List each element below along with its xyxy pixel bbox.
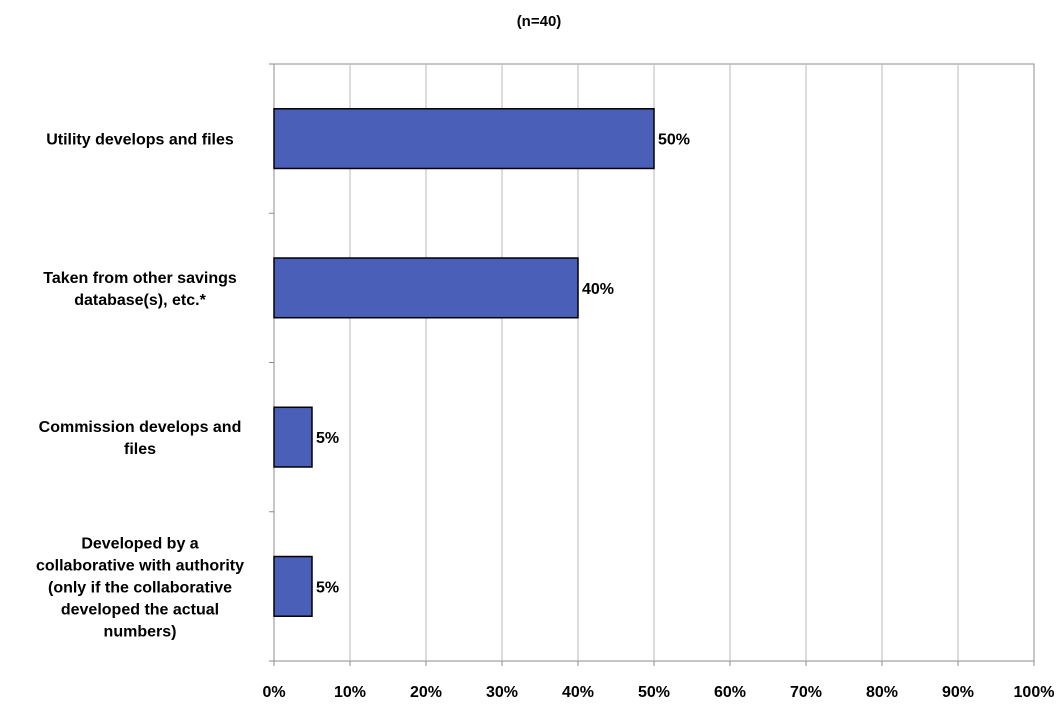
data-label: 5% [316, 579, 339, 596]
category-label: database(s), etc.* [74, 292, 206, 309]
x-tick-label: 100% [1014, 684, 1055, 701]
x-tick-label: 40% [562, 684, 594, 701]
category-label: files [124, 441, 156, 458]
category-label: collaborative with authority [36, 557, 244, 574]
category-label: developed the actual [61, 601, 219, 618]
x-tick-label: 80% [866, 684, 898, 701]
bars [273, 108, 655, 617]
x-tick-label: 10% [334, 684, 366, 701]
chart-subtitle: (n=40) [517, 13, 562, 30]
data-label: 50% [658, 132, 690, 149]
category-label: (only if the collaborative [48, 579, 232, 596]
category-label: numbers) [104, 623, 177, 640]
category-label: Commission develops and [39, 419, 242, 436]
axes [269, 63, 1035, 666]
bar [273, 108, 655, 170]
x-tick-label: 0% [262, 684, 285, 701]
x-tick-label: 30% [486, 684, 518, 701]
data-label: 40% [582, 281, 614, 298]
x-tick-label: 70% [790, 684, 822, 701]
category-label: Utility develops and files [46, 132, 234, 149]
x-tick-label: 50% [638, 684, 670, 701]
labels: 0% 10% 20% 30% 40% 50% 60% 70% 80% 90% 100% 50% Util… [36, 132, 1054, 701]
x-tick-label: 20% [410, 684, 442, 701]
bar [273, 555, 313, 617]
category-label: Developed by a [81, 535, 198, 552]
x-tick-label: 60% [714, 684, 746, 701]
data-label: 5% [316, 430, 339, 447]
bar [273, 406, 313, 468]
category-label: Taken from other savings [43, 270, 237, 287]
bar [273, 257, 579, 319]
x-tick-label: 90% [942, 684, 974, 701]
